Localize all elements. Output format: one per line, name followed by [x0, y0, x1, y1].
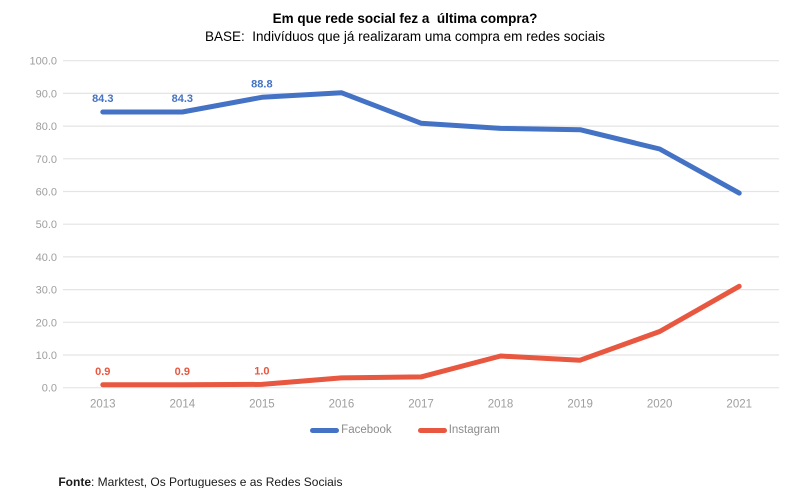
source-label: Fonte [58, 475, 92, 488]
x-tick-label: 2021 [726, 399, 752, 411]
instagram-data-label: 0.9 [95, 366, 110, 378]
legend-item-instagram: Instagram [417, 424, 500, 436]
instagram-data-label: 1.0 [254, 365, 269, 377]
source-note: Fonte: Marktest, Os Portugueses e as Red… [45, 461, 342, 488]
plot-area: 0.0 10.0 20.0 30.0 40.0 50.0 60.0 70.0 80.0 90.0 1… [29, 56, 779, 411]
y-tick-label: 10.0 [36, 350, 57, 362]
x-tick-label: 2016 [329, 399, 355, 411]
facebook-data-label: 88.8 [251, 78, 272, 90]
legend: Facebook Instagram [0, 424, 810, 436]
x-tick-label: 2013 [90, 399, 116, 411]
y-tick-label: 100.0 [29, 56, 57, 68]
instagram-data-label: 0.9 [175, 366, 190, 378]
facebook-line [100, 90, 742, 196]
y-tick-label: 50.0 [36, 219, 57, 231]
legend-item-facebook: Facebook [310, 424, 392, 436]
x-tick-label: 2018 [488, 399, 514, 411]
y-tick-label: 80.0 [36, 121, 57, 133]
x-tick-label: 2017 [408, 399, 434, 411]
source-text: : Marktest, Os Portugueses e as Redes So… [91, 475, 343, 488]
y-tick-label: 90.0 [36, 88, 57, 100]
legend-line-swatch-facebook [310, 427, 340, 433]
x-tick-label: 2019 [567, 399, 593, 411]
facebook-data-label: 84.3 [92, 93, 113, 105]
legend-label-facebook: Facebook [341, 424, 392, 436]
x-tick-label: 2020 [647, 399, 673, 411]
x-tick-label: 2015 [249, 399, 275, 411]
y-tick-label: 20.0 [36, 317, 57, 329]
y-tick-label: 70.0 [36, 154, 57, 166]
y-tick-label: 0.0 [42, 383, 57, 395]
chart-subtitle: BASE: Indivíduos que já realizaram uma c… [205, 29, 605, 44]
instagram-line [100, 283, 742, 388]
chart-title: Em que rede social fez a última compra? [272, 11, 538, 26]
x-tick-label: 2014 [170, 399, 196, 411]
legend-label-instagram: Instagram [448, 424, 500, 436]
facebook-data-label: 84.3 [172, 93, 193, 105]
y-tick-label: 30.0 [36, 285, 57, 297]
y-tick-label: 60.0 [36, 187, 57, 199]
y-tick-label: 40.0 [36, 252, 57, 264]
legend-line-swatch-instagram [417, 427, 447, 433]
